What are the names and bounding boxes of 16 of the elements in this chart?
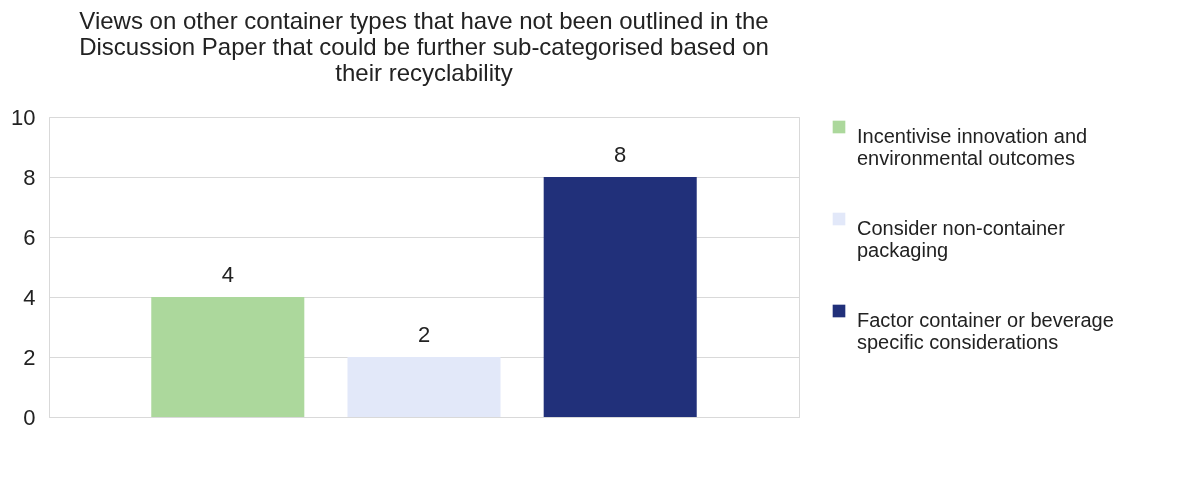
data-label: 4 <box>221 262 234 287</box>
data-label: 8 <box>614 142 627 167</box>
chart-title: Views on other container types that have not been outlined in the Discussion Paper that could be further sub-categorised based on their recyclability <box>79 7 769 86</box>
legend-label: Incentivise innovation and environmental outcomes <box>857 125 1088 169</box>
y-tick-label: 4 <box>23 284 36 310</box>
y-tick-label: 8 <box>23 164 36 190</box>
bar <box>543 177 697 417</box>
legend-label: Consider non-container packaging <box>857 217 1066 261</box>
y-tick-label: 0 <box>23 404 36 430</box>
data-label: 2 <box>417 322 431 347</box>
legend-label: Factor container or beverage specific considerations <box>857 309 1114 353</box>
bar <box>347 357 501 417</box>
y-tick-label: 2 <box>23 344 36 370</box>
y-tick-label: 6 <box>23 224 36 250</box>
bar <box>151 297 305 417</box>
y-tick-label: 10 <box>11 104 36 130</box>
